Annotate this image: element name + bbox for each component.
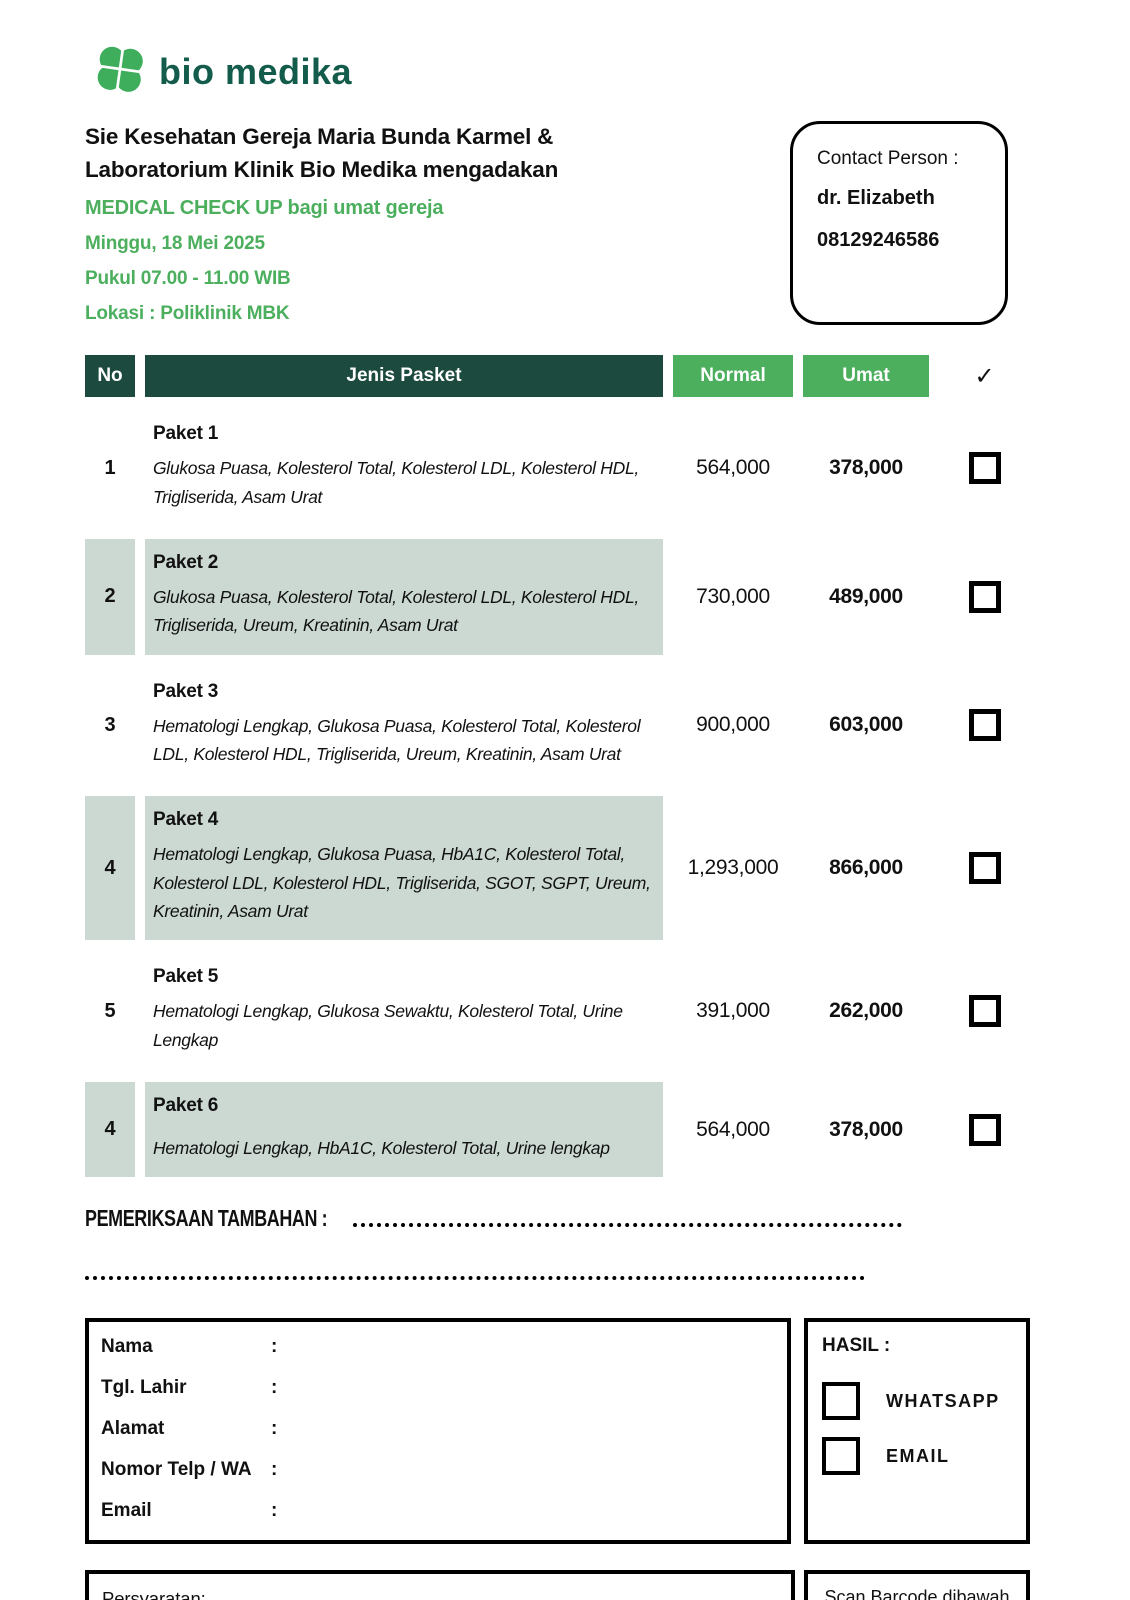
logo: bio medika — [93, 42, 1030, 101]
price-normal: 564,000 — [696, 1117, 770, 1141]
price-umat: 603,000 — [829, 713, 903, 737]
package-description: Glukosa Puasa, Kolesterol Total, Koleste… — [153, 586, 639, 636]
price-umat: 378,000 — [829, 1117, 903, 1141]
requirements-box: Persyaratan: *Pasien wajib puasa 10-12 j… — [85, 1570, 795, 1600]
brand-name: bio medika — [159, 50, 353, 92]
field-colon: : — [271, 1336, 278, 1358]
intro-line-1: Sie Kesehatan Gereja Maria Bunda Karmel … — [85, 124, 554, 149]
row-number: 1 — [104, 456, 116, 479]
result-option-whatsapp: WHATSAPP — [822, 1382, 1012, 1421]
result-option-email: EMAIL — [822, 1437, 1012, 1476]
form-field-email[interactable]: Email : — [101, 1500, 775, 1522]
header-no: No — [85, 355, 135, 398]
event-intro: Sie Kesehatan Gereja Maria Bunda Karmel … — [85, 121, 745, 325]
form-field-alamat[interactable]: Alamat : — [101, 1418, 775, 1440]
package-description: Hematologi Lengkap, Glukosa Sewaktu, Kol… — [153, 1001, 623, 1050]
additional-exams-label: PEMERIKSAAN TAMBAHAN : — [85, 1205, 328, 1232]
form-field-nama[interactable]: Nama : — [101, 1336, 775, 1358]
option-label: WHATSAPP — [886, 1390, 1000, 1411]
row-checkbox[interactable] — [968, 452, 1001, 485]
event-title: MEDICAL CHECK UP bagi umat gereja — [85, 197, 444, 220]
table-row: 1 Paket 1 Glukosa Puasa, Kolesterol Tota… — [85, 410, 1030, 526]
price-umat: 489,000 — [829, 584, 903, 608]
barcode-caption-line-1: Scan Barcode dibawah — [824, 1587, 1010, 1600]
price-umat: 378,000 — [829, 456, 903, 480]
patient-form-box: Nama : Tgl. Lahir : Alamat : Nomor Telp … — [85, 1318, 791, 1545]
price-normal: 391,000 — [696, 999, 770, 1023]
table-row: 3 Paket 3 Hematologi Lengkap, Glukosa Pu… — [85, 668, 1030, 784]
table-row: 4 Paket 4 Hematologi Lengkap, Glukosa Pu… — [85, 796, 1030, 941]
package-title: Paket 2 — [153, 551, 219, 573]
header-check-icon: ✓ — [974, 362, 995, 390]
header-jenis-pasket: Jenis Pasket — [145, 355, 663, 398]
field-colon: : — [271, 1377, 278, 1399]
row-checkbox[interactable] — [968, 709, 1001, 742]
field-label: Email — [101, 1500, 152, 1522]
row-number: 3 — [104, 713, 116, 736]
field-label: Nomor Telp / WA — [101, 1459, 252, 1481]
price-normal: 730,000 — [696, 584, 770, 608]
price-normal: 564,000 — [696, 456, 770, 480]
package-title: Paket 3 — [153, 680, 219, 702]
row-number: 2 — [85, 538, 135, 655]
fill-in-dotted-line[interactable] — [353, 1223, 902, 1228]
row-checkbox[interactable] — [968, 995, 1001, 1028]
row-checkbox[interactable] — [968, 1113, 1001, 1146]
contact-phone: 08129246586 — [817, 229, 940, 251]
price-umat: 866,000 — [829, 856, 903, 880]
package-description: Hematologi Lengkap, Glukosa Puasa, Koles… — [153, 715, 641, 764]
whatsapp-checkbox[interactable] — [822, 1382, 860, 1421]
requirements-title: Persyaratan: — [102, 1588, 206, 1600]
row-number: 4 — [85, 1082, 135, 1178]
price-normal: 900,000 — [696, 713, 770, 737]
additional-exams-section: PEMERIKSAAN TAMBAHAN : — [85, 1205, 1030, 1281]
result-title: HASIL : — [822, 1335, 891, 1357]
package-title: Paket 6 — [153, 1095, 219, 1117]
table-header-row: No Jenis Pasket Normal Umat ✓ — [85, 355, 1030, 398]
contact-person-box: Contact Person : dr. Elizabeth 081292465… — [790, 121, 1008, 326]
field-label: Nama — [101, 1336, 153, 1358]
table-row: 5 Paket 5 Hematologi Lengkap, Glukosa Se… — [85, 953, 1030, 1069]
fill-in-dotted-line[interactable] — [85, 1276, 865, 1281]
barcode-box: Scan Barcode dibawah ini untuk pendaftar… — [804, 1570, 1030, 1600]
field-colon: : — [271, 1418, 278, 1440]
result-delivery-box: HASIL : WHATSAPP EMAIL — [804, 1318, 1030, 1545]
intro-line-2: Laboratorium Klinik Bio Medika mengadaka… — [85, 156, 559, 182]
package-description: Hematologi Lengkap, Glukosa Puasa, HbA1C… — [153, 844, 651, 921]
field-label: Alamat — [101, 1418, 165, 1440]
row-checkbox[interactable] — [968, 580, 1001, 613]
field-label: Tgl. Lahir — [101, 1377, 187, 1399]
package-title: Paket 1 — [153, 423, 219, 445]
field-colon: : — [271, 1500, 278, 1522]
header-normal: Normal — [673, 355, 793, 398]
event-date: Minggu, 18 Mei 2025 — [85, 233, 265, 255]
field-colon: : — [271, 1459, 278, 1481]
price-normal: 1,293,000 — [687, 856, 779, 880]
package-description: Glukosa Puasa, Kolesterol Total, Koleste… — [153, 458, 639, 507]
package-table: No Jenis Pasket Normal Umat ✓ 1 Paket 1 … — [85, 355, 1030, 1178]
contact-title: Contact Person : — [817, 148, 959, 169]
row-checkbox[interactable] — [968, 852, 1001, 885]
package-title: Paket 5 — [153, 966, 219, 988]
package-title: Paket 4 — [153, 809, 219, 831]
row-number: 5 — [104, 999, 116, 1022]
option-label: EMAIL — [886, 1445, 950, 1466]
event-time: Pukul 07.00 - 11.00 WIB — [85, 268, 291, 290]
table-row: 4 Paket 6 Hematologi Lengkap, HbA1C, Kol… — [85, 1082, 1030, 1178]
price-umat: 262,000 — [829, 999, 903, 1023]
clover-icon — [93, 42, 147, 101]
header-umat: Umat — [803, 355, 929, 398]
package-description: Hematologi Lengkap, HbA1C, Kolesterol To… — [153, 1138, 610, 1159]
contact-name: dr. Elizabeth — [817, 187, 935, 209]
form-field-tgl-lahir[interactable]: Tgl. Lahir : — [101, 1377, 775, 1399]
form-field-telp-wa[interactable]: Nomor Telp / WA : — [101, 1459, 775, 1481]
event-location: Lokasi : Poliklinik MBK — [85, 303, 290, 325]
email-checkbox[interactable] — [822, 1437, 860, 1476]
row-number: 4 — [85, 796, 135, 941]
table-row: 2 Paket 2 Glukosa Puasa, Kolesterol Tota… — [85, 538, 1030, 655]
